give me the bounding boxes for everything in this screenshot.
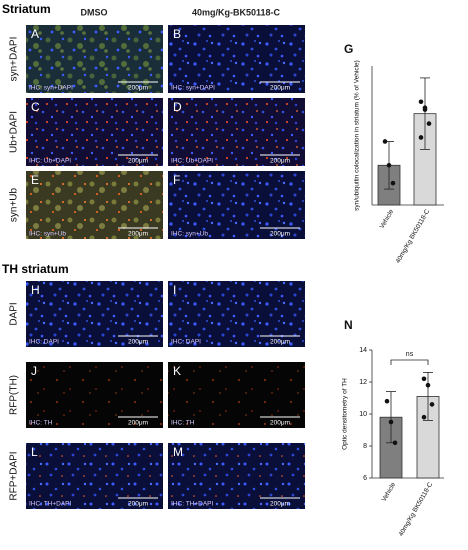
stain-label: IHC: syn+DAPI	[29, 85, 73, 92]
data-point	[421, 376, 427, 382]
x-tick-label: 40mg/Kg BK50118-C	[398, 481, 435, 538]
x-tick-label: Vehicle	[379, 208, 396, 230]
scale-label: 200μm	[270, 420, 290, 427]
panel-letter: A	[31, 27, 39, 41]
stain-label: IHC: DAPI	[29, 339, 59, 346]
stain-label: IHC: Ub+DAPI	[29, 158, 71, 165]
column-header: DMSO	[81, 7, 108, 17]
micrograph	[168, 171, 305, 239]
y-axis-label: Optic densitometry of TH	[342, 378, 349, 450]
scale-label: 200μm	[270, 501, 290, 508]
micrograph	[168, 443, 305, 509]
x-tick-label: 40mg/Kg BK50118-C	[395, 208, 432, 265]
row-label: Ub+DAPI	[9, 111, 20, 153]
panel-letter: F	[173, 173, 180, 187]
scale-label: 200μm	[270, 158, 290, 165]
panel-letter: M	[173, 445, 183, 459]
significance-bracket	[390, 359, 429, 365]
stain-label: IHC: TH+DAPI	[171, 501, 214, 508]
panel-letter: D	[173, 100, 182, 114]
stain-label: IHC: syn+Ub	[29, 231, 66, 238]
y-axis-label: syn/ubiquitin colocalization in striatum…	[354, 60, 361, 211]
data-point	[386, 162, 392, 168]
stain-label: IHC: TH	[171, 420, 195, 427]
scale-label: 200μm	[128, 85, 148, 92]
micrograph	[26, 25, 163, 93]
micrograph	[26, 362, 163, 428]
data-point	[390, 180, 396, 186]
panel-letter: G	[344, 42, 353, 56]
micrograph	[26, 281, 163, 347]
row-label: RFP+DAPI	[9, 451, 20, 500]
scale-label: 200μm	[270, 85, 290, 92]
micrograph	[26, 98, 163, 166]
data-point	[418, 135, 424, 140]
scale-label: 200μm	[270, 231, 290, 238]
y-tick-label: 12	[359, 379, 367, 386]
x-tick-label: Vehicle	[381, 481, 398, 503]
y-tick-label: 8	[363, 443, 367, 450]
scale-label: 200μm	[128, 339, 148, 346]
panel-letter: C	[31, 100, 40, 114]
data-point	[425, 382, 431, 388]
scale-label: 200μm	[128, 420, 148, 427]
row-label: syn+Ub	[9, 187, 20, 222]
stain-label: IHC: TH+DAPI	[29, 501, 72, 508]
scale-label: 200μm	[128, 158, 148, 165]
y-tick-label: 14	[359, 347, 367, 354]
micrograph	[168, 362, 305, 428]
stain-label: IHC: DAPI	[171, 339, 201, 346]
panel-letter: L	[31, 445, 38, 459]
data-point	[382, 139, 388, 144]
data-point	[422, 107, 428, 112]
data-point	[421, 414, 427, 420]
row-label: syn+DAPI	[9, 37, 20, 82]
scale-label: 200μm	[128, 231, 148, 238]
panel-letter: J	[31, 364, 37, 378]
micrograph	[26, 443, 163, 509]
scale-label: 200μm	[128, 501, 148, 508]
micrograph	[168, 25, 305, 93]
y-tick-label: 6	[363, 475, 367, 482]
panel-letter: N	[344, 318, 353, 332]
data-point	[388, 419, 394, 425]
data-point	[418, 99, 424, 105]
y-tick-label: 10	[359, 411, 367, 418]
panel-letter: H	[31, 283, 40, 297]
stain-label: IHC: syn+DAPI	[171, 85, 215, 92]
panel-letter: K	[173, 364, 181, 378]
panel-letter: E	[31, 173, 39, 187]
micrograph	[26, 171, 163, 239]
section-title: Striatum	[2, 2, 51, 16]
scale-label: 200μm	[270, 339, 290, 346]
stain-label: IHC: syn+Ub	[171, 231, 208, 238]
data-point	[426, 121, 432, 126]
data-point	[429, 402, 435, 407]
stain-label: IHC: Ub+DAPI	[171, 158, 213, 165]
section-title: TH striatum	[2, 262, 69, 276]
row-label: DAPI	[9, 302, 20, 325]
panel-letter: B	[173, 27, 181, 41]
significance-label: ns	[406, 351, 414, 358]
data-point	[392, 440, 398, 446]
row-label: RFP(TH)	[9, 375, 20, 415]
stain-label: IHC: TH	[29, 420, 53, 427]
micrograph	[168, 281, 305, 347]
panel-letter: I	[173, 283, 176, 297]
data-point	[384, 398, 390, 404]
micrograph	[168, 98, 305, 166]
column-header: 40mg/Kg-BK50118-C	[192, 7, 281, 17]
